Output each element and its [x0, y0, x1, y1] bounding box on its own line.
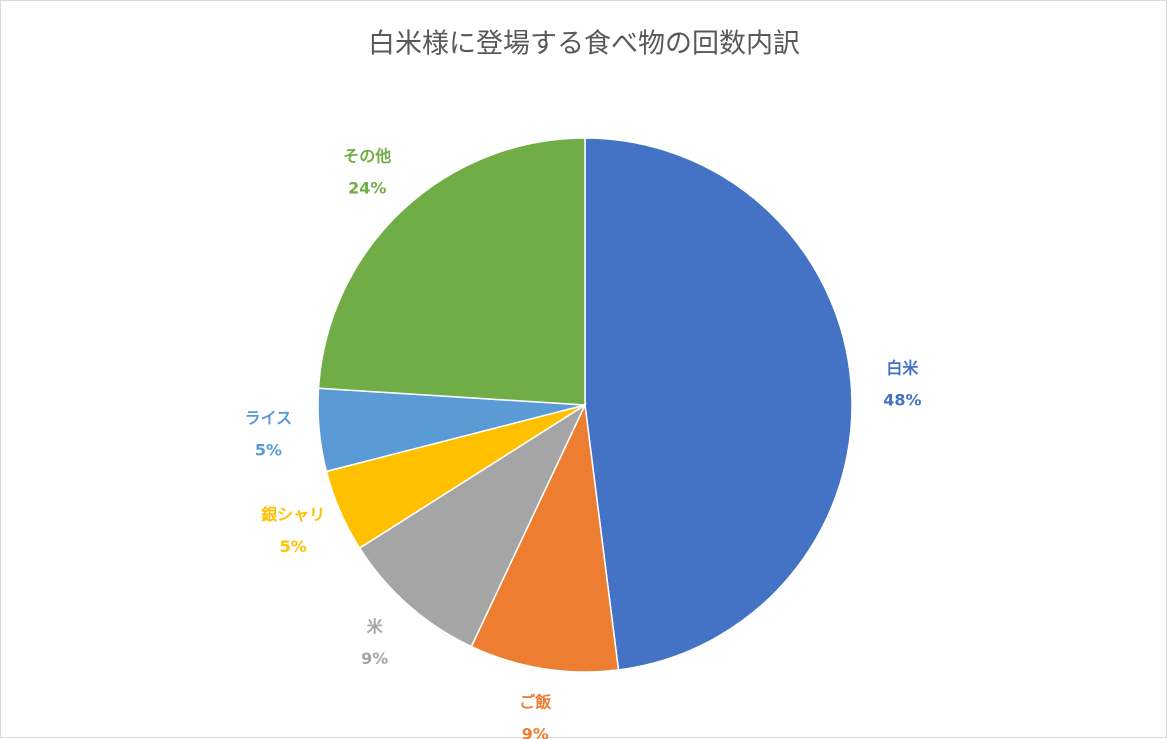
value-label: 9%	[522, 725, 549, 739]
slice-label: その他	[343, 147, 391, 166]
pie-slice	[470, 402, 620, 673]
pie-slice	[317, 137, 586, 406]
slice-label: 白米	[886, 359, 919, 378]
value-label: 9%	[361, 649, 388, 668]
value-label: 5%	[255, 440, 282, 459]
value-label: 48%	[883, 391, 921, 410]
slice-label: 銀シャリ	[261, 505, 325, 524]
pie-slice	[358, 402, 587, 648]
value-label: 24%	[348, 179, 386, 198]
slice-label: ライス	[245, 408, 293, 427]
pie-slice	[584, 137, 853, 671]
slice-label: 米	[367, 617, 384, 636]
value-label: 5%	[280, 537, 307, 556]
slice-label: ご飯	[519, 693, 551, 712]
chart-title: 白米様に登場する食べ物の回数内訳	[368, 29, 800, 60]
